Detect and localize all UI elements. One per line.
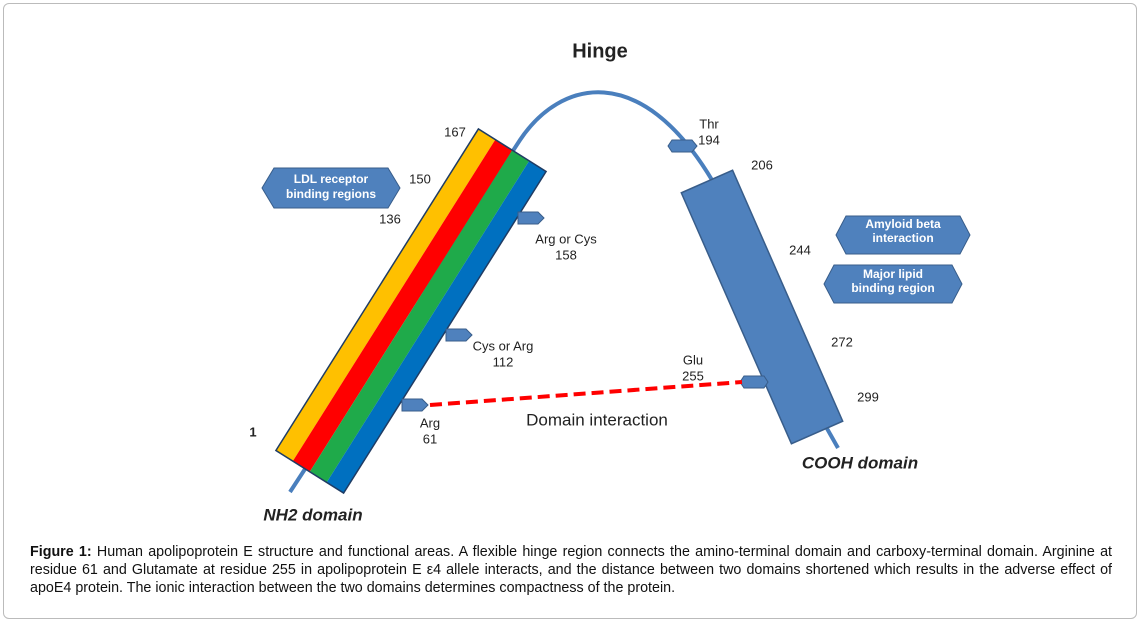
site-residue: Cys or Arg bbox=[473, 338, 534, 353]
site-residue: Arg or Cys bbox=[535, 231, 597, 246]
stripe bbox=[326, 160, 547, 494]
hinge-title: Hinge bbox=[572, 40, 628, 62]
residue-number: 150 bbox=[409, 171, 431, 186]
region-label: Major lipid bbox=[863, 267, 923, 281]
caption: Figure 1: Human apolipoprotein E structu… bbox=[30, 543, 1112, 597]
site-tab bbox=[517, 211, 545, 225]
region-shape bbox=[261, 167, 401, 209]
region: LDL receptor binding regions bbox=[261, 167, 401, 209]
nh2-domain-bar bbox=[274, 127, 548, 495]
site-residue: Arg bbox=[420, 415, 440, 430]
region-label: binding region bbox=[851, 281, 934, 295]
region-label: LDL receptor bbox=[294, 172, 369, 186]
region-shape bbox=[823, 264, 963, 304]
cooh-domain-bar bbox=[680, 169, 844, 445]
residue-number: 136 bbox=[379, 211, 401, 226]
frame bbox=[3, 3, 1137, 619]
caption-label: Figure 1: bbox=[30, 544, 92, 560]
region-shape bbox=[835, 215, 971, 255]
site-tab bbox=[667, 139, 698, 153]
residue-number: 299 bbox=[857, 389, 879, 404]
site-tab bbox=[401, 398, 429, 412]
site-tab bbox=[445, 328, 473, 342]
site-tab bbox=[739, 375, 769, 389]
site-number: 158 bbox=[555, 247, 577, 262]
interaction-label: Domain interaction bbox=[526, 410, 668, 429]
site-tabs bbox=[401, 139, 769, 412]
domain-label: COOH domain bbox=[802, 453, 918, 472]
region-label: interaction bbox=[872, 231, 933, 245]
site-number: 61 bbox=[423, 431, 437, 446]
site-number: 255 bbox=[682, 368, 704, 383]
residue-number: 244 bbox=[789, 242, 811, 257]
region: Amyloid beta interaction bbox=[835, 215, 971, 255]
backbone bbox=[288, 90, 714, 494]
bar bbox=[680, 169, 844, 445]
site-residue: Glu bbox=[683, 352, 703, 367]
site-residue: Thr bbox=[699, 116, 719, 131]
residue-number: 1 bbox=[249, 424, 256, 439]
domain-label: NH2 domain bbox=[263, 505, 362, 524]
region: Major lipid binding region bbox=[823, 264, 963, 304]
interaction-line bbox=[429, 380, 743, 407]
stripe bbox=[275, 128, 496, 462]
region-label: binding regions bbox=[286, 187, 376, 201]
site-number: 112 bbox=[493, 354, 514, 369]
backbone-tail bbox=[823, 424, 840, 449]
residue-number: 272 bbox=[831, 334, 853, 349]
caption-text: Human apolipoprotein E structure and fun… bbox=[30, 544, 1112, 596]
site-number: 194 bbox=[698, 132, 720, 147]
diagram: Hinge LDL receptor binding regions Amylo… bbox=[249, 40, 971, 524]
stripe bbox=[292, 139, 513, 472]
stripe bbox=[309, 150, 530, 483]
region-label: Amyloid beta bbox=[865, 217, 941, 231]
residue-number: 206 bbox=[751, 157, 773, 172]
residue-number: 167 bbox=[444, 124, 466, 139]
bar-outline bbox=[274, 127, 548, 495]
